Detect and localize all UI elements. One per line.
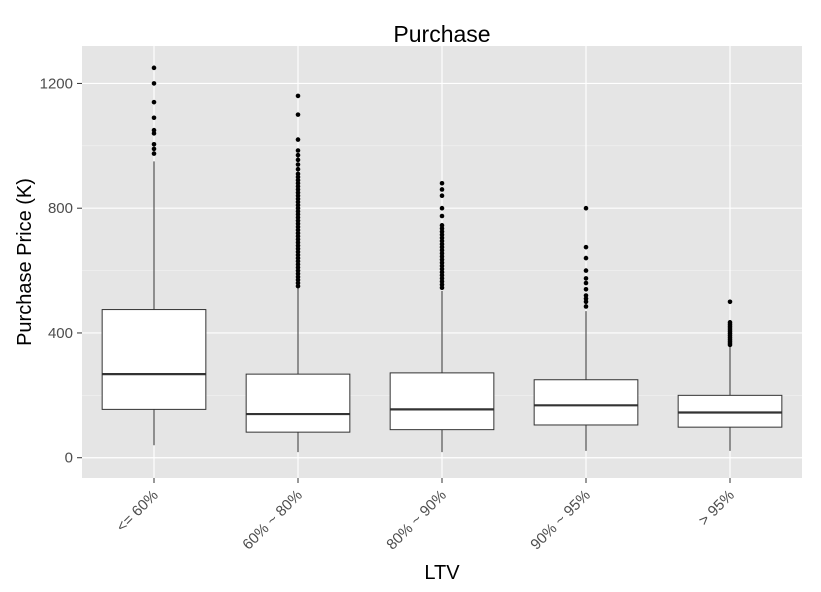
box-group bbox=[677, 299, 783, 451]
outlier-point bbox=[295, 162, 301, 167]
box-group bbox=[389, 180, 495, 453]
x-tick-label: 90% ~ 95% bbox=[527, 487, 594, 554]
chart-title: Purchase bbox=[393, 21, 490, 47]
box bbox=[389, 372, 495, 431]
outlier-point bbox=[295, 148, 301, 153]
outlier-point bbox=[295, 171, 301, 177]
y-axis: 0 400 800 1200 bbox=[40, 75, 82, 467]
box-group bbox=[533, 205, 639, 451]
box-group bbox=[245, 93, 351, 453]
outlier-point bbox=[295, 157, 301, 163]
outlier-point bbox=[151, 151, 157, 156]
x-tick-label: 80% ~ 90% bbox=[383, 487, 450, 554]
outlier-point bbox=[439, 193, 445, 199]
outlier-point bbox=[583, 205, 589, 211]
outlier-point bbox=[151, 141, 157, 147]
outlier-point bbox=[439, 180, 445, 186]
outlier-point bbox=[151, 146, 157, 152]
outlier-point bbox=[151, 81, 157, 86]
x-axis: <= 60% 60% ~ 80% 80% ~ 90% 90% ~ 95% > 95% bbox=[113, 478, 738, 553]
outlier-point bbox=[583, 280, 589, 286]
box bbox=[677, 394, 783, 428]
outlier-point bbox=[151, 127, 157, 133]
y-tick-label: 800 bbox=[48, 200, 73, 217]
x-axis-title: LTV bbox=[424, 562, 460, 584]
outlier-point bbox=[439, 213, 445, 219]
outlier-point bbox=[151, 115, 157, 121]
y-axis-title: Purchase Price (K) bbox=[14, 178, 36, 346]
outlier-point bbox=[295, 152, 301, 158]
x-tick-label: > 95% bbox=[695, 487, 737, 529]
outlier-point bbox=[151, 65, 157, 71]
outlier-point bbox=[295, 93, 301, 99]
outlier-point bbox=[583, 244, 589, 250]
y-tick-label: 0 bbox=[65, 450, 73, 467]
outlier-point bbox=[583, 286, 589, 292]
outlier-point bbox=[583, 268, 589, 273]
boxes bbox=[101, 65, 783, 453]
outlier-point bbox=[727, 299, 733, 305]
outlier-point bbox=[439, 187, 445, 192]
outlier-point bbox=[583, 255, 589, 261]
box bbox=[101, 309, 207, 410]
outlier-point bbox=[295, 112, 301, 117]
outlier-point bbox=[727, 320, 733, 325]
box bbox=[533, 379, 639, 426]
outlier-point bbox=[295, 166, 301, 172]
outlier-point bbox=[583, 304, 589, 309]
y-tick-label: 1200 bbox=[40, 75, 73, 92]
outlier-point bbox=[583, 293, 589, 298]
x-tick-label: 60% ~ 80% bbox=[239, 487, 306, 554]
x-tick-label: <= 60% bbox=[113, 487, 162, 536]
outlier-point bbox=[295, 137, 301, 142]
box-group bbox=[101, 65, 207, 446]
box bbox=[245, 373, 351, 433]
outlier-point bbox=[439, 205, 445, 211]
y-tick-label: 400 bbox=[48, 325, 73, 342]
outlier-point bbox=[583, 276, 589, 281]
outlier-point bbox=[151, 99, 157, 105]
outlier-point bbox=[439, 223, 445, 228]
